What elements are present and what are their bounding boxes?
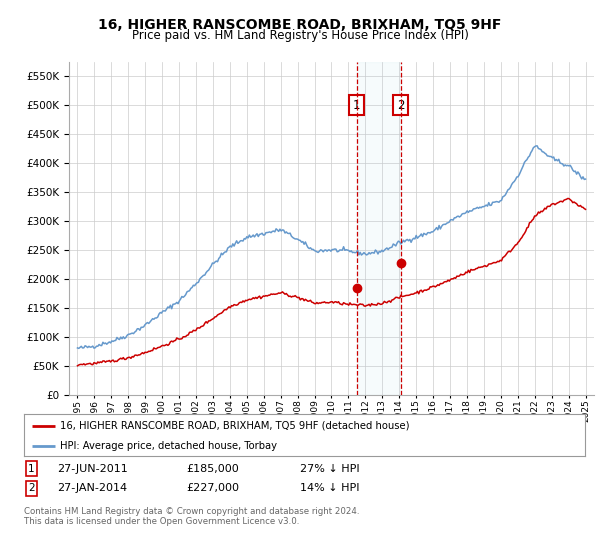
Text: HPI: Average price, detached house, Torbay: HPI: Average price, detached house, Torb… <box>61 441 277 451</box>
Text: 1: 1 <box>353 99 361 111</box>
Text: Price paid vs. HM Land Registry's House Price Index (HPI): Price paid vs. HM Land Registry's House … <box>131 29 469 42</box>
Text: £227,000: £227,000 <box>186 483 239 493</box>
Bar <box>357 62 401 395</box>
Text: 2: 2 <box>28 483 35 493</box>
Text: 16, HIGHER RANSCOMBE ROAD, BRIXHAM, TQ5 9HF (detached house): 16, HIGHER RANSCOMBE ROAD, BRIXHAM, TQ5 … <box>61 421 410 431</box>
Text: Contains HM Land Registry data © Crown copyright and database right 2024.
This d: Contains HM Land Registry data © Crown c… <box>24 507 359 526</box>
Text: 14% ↓ HPI: 14% ↓ HPI <box>300 483 359 493</box>
Text: 27-JAN-2014: 27-JAN-2014 <box>57 483 127 493</box>
Text: 27-JUN-2011: 27-JUN-2011 <box>57 464 128 474</box>
Text: £185,000: £185,000 <box>186 464 239 474</box>
Text: 2: 2 <box>397 99 404 111</box>
Text: 1: 1 <box>28 464 35 474</box>
Text: 16, HIGHER RANSCOMBE ROAD, BRIXHAM, TQ5 9HF: 16, HIGHER RANSCOMBE ROAD, BRIXHAM, TQ5 … <box>98 18 502 32</box>
Text: 27% ↓ HPI: 27% ↓ HPI <box>300 464 359 474</box>
